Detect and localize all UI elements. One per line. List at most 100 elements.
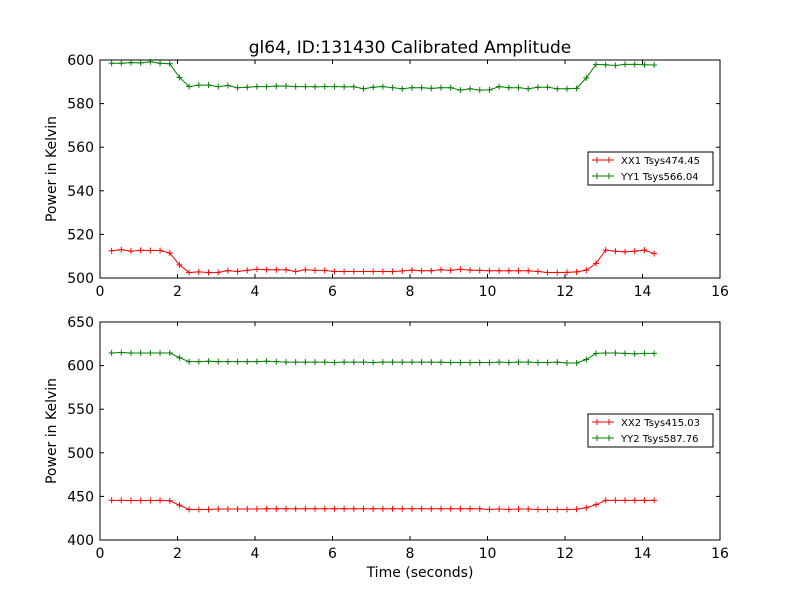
data-point bbox=[486, 267, 493, 274]
data-point bbox=[418, 505, 425, 512]
data-point bbox=[234, 268, 241, 275]
data-point bbox=[573, 85, 580, 92]
data-point bbox=[273, 358, 280, 365]
data-point bbox=[234, 84, 241, 91]
data-point bbox=[302, 505, 309, 512]
data-point bbox=[534, 268, 541, 275]
data-point bbox=[447, 505, 454, 512]
data-point bbox=[534, 506, 541, 513]
data-point bbox=[312, 505, 319, 512]
data-point bbox=[360, 85, 367, 92]
data-point bbox=[583, 74, 590, 81]
data-point bbox=[176, 502, 183, 509]
data-point bbox=[215, 83, 222, 90]
legend-label: YY2 Tsys587.76 bbox=[620, 434, 699, 445]
data-point bbox=[389, 359, 396, 366]
data-point bbox=[505, 506, 512, 513]
data-point bbox=[554, 506, 561, 513]
x-tick-label: 14 bbox=[634, 284, 652, 300]
data-point bbox=[467, 359, 474, 366]
data-point bbox=[321, 505, 328, 512]
data-point bbox=[651, 250, 658, 257]
data-point bbox=[467, 505, 474, 512]
data-point bbox=[166, 249, 173, 256]
data-point bbox=[525, 359, 532, 366]
data-point bbox=[379, 83, 386, 90]
data-point bbox=[128, 497, 134, 504]
data-point bbox=[467, 85, 474, 92]
data-point bbox=[205, 506, 212, 513]
data-point bbox=[554, 85, 561, 92]
chart-panel-2: 0 2 4 6 8 10 12 14 16 400 450 500 550 600 650 Power in … bbox=[44, 315, 729, 581]
data-point bbox=[428, 359, 435, 366]
y-tick-label: 580 bbox=[67, 97, 94, 113]
data-point bbox=[408, 267, 415, 274]
data-point bbox=[515, 84, 522, 91]
y-axis-label: Power in Kelvin bbox=[44, 378, 60, 484]
figure-title: gl64, ID:131430 Calibrated Amplitude bbox=[249, 38, 571, 58]
legend-label: YY1 Tsys566.04 bbox=[620, 172, 699, 183]
data-point bbox=[505, 267, 512, 274]
data-point bbox=[312, 267, 319, 274]
data-point bbox=[534, 84, 541, 91]
data-point bbox=[341, 268, 348, 275]
data-point bbox=[186, 83, 193, 90]
legend-label: XX2 Tsys415.03 bbox=[621, 418, 700, 429]
data-point bbox=[283, 266, 289, 273]
data-point bbox=[273, 266, 280, 273]
data-point bbox=[118, 246, 125, 253]
y-axis-label: Power in Kelvin bbox=[44, 116, 60, 222]
data-point bbox=[379, 268, 386, 275]
chart-panels: 0 2 4 6 8 10 12 14 16 500 520 540 560 580 600 Power in … bbox=[44, 53, 729, 581]
series-2 bbox=[108, 349, 658, 366]
data-point bbox=[215, 506, 222, 513]
y-tick-label: 500 bbox=[67, 446, 94, 462]
data-point bbox=[486, 506, 493, 513]
data-point bbox=[283, 359, 289, 366]
y-tick-label: 650 bbox=[67, 315, 94, 331]
data-point bbox=[360, 268, 367, 275]
data-point bbox=[108, 497, 115, 504]
legend-item: YY2 Tsys587.76 bbox=[592, 434, 699, 445]
data-point bbox=[283, 505, 289, 512]
data-point bbox=[341, 359, 348, 366]
data-point bbox=[496, 267, 503, 274]
data-point bbox=[108, 60, 115, 67]
data-point bbox=[108, 247, 115, 254]
data-point bbox=[389, 505, 396, 512]
x-tick-label: 10 bbox=[479, 284, 497, 300]
data-point bbox=[370, 84, 377, 91]
data-point bbox=[612, 497, 619, 504]
x-tick-label: 6 bbox=[328, 546, 337, 562]
data-point bbox=[593, 501, 599, 508]
data-point bbox=[350, 83, 357, 90]
data-point bbox=[312, 359, 319, 366]
x-tick-label: 4 bbox=[251, 284, 260, 300]
data-point bbox=[370, 505, 377, 512]
x-tick-label: 6 bbox=[328, 284, 337, 300]
y-tick-label: 450 bbox=[67, 489, 94, 505]
data-point bbox=[486, 86, 493, 93]
data-point bbox=[389, 268, 396, 275]
data-point bbox=[118, 497, 125, 504]
data-point bbox=[447, 267, 454, 274]
y-tick-label: 520 bbox=[67, 227, 94, 243]
data-point bbox=[408, 505, 415, 512]
x-axis-label: Time (seconds) bbox=[366, 565, 474, 581]
data-point bbox=[350, 268, 357, 275]
data-point bbox=[331, 505, 338, 512]
data-point bbox=[273, 505, 280, 512]
data-point bbox=[563, 85, 570, 92]
data-point bbox=[554, 359, 561, 366]
data-point bbox=[544, 506, 551, 513]
data-point bbox=[544, 269, 551, 276]
data-point bbox=[224, 506, 231, 513]
data-point bbox=[476, 87, 483, 94]
x-tick-label: 0 bbox=[96, 284, 105, 300]
data-point bbox=[234, 506, 241, 513]
data-point bbox=[622, 248, 629, 255]
data-point bbox=[457, 87, 464, 94]
data-point bbox=[525, 267, 532, 274]
data-point bbox=[331, 359, 338, 366]
data-point bbox=[505, 359, 512, 366]
